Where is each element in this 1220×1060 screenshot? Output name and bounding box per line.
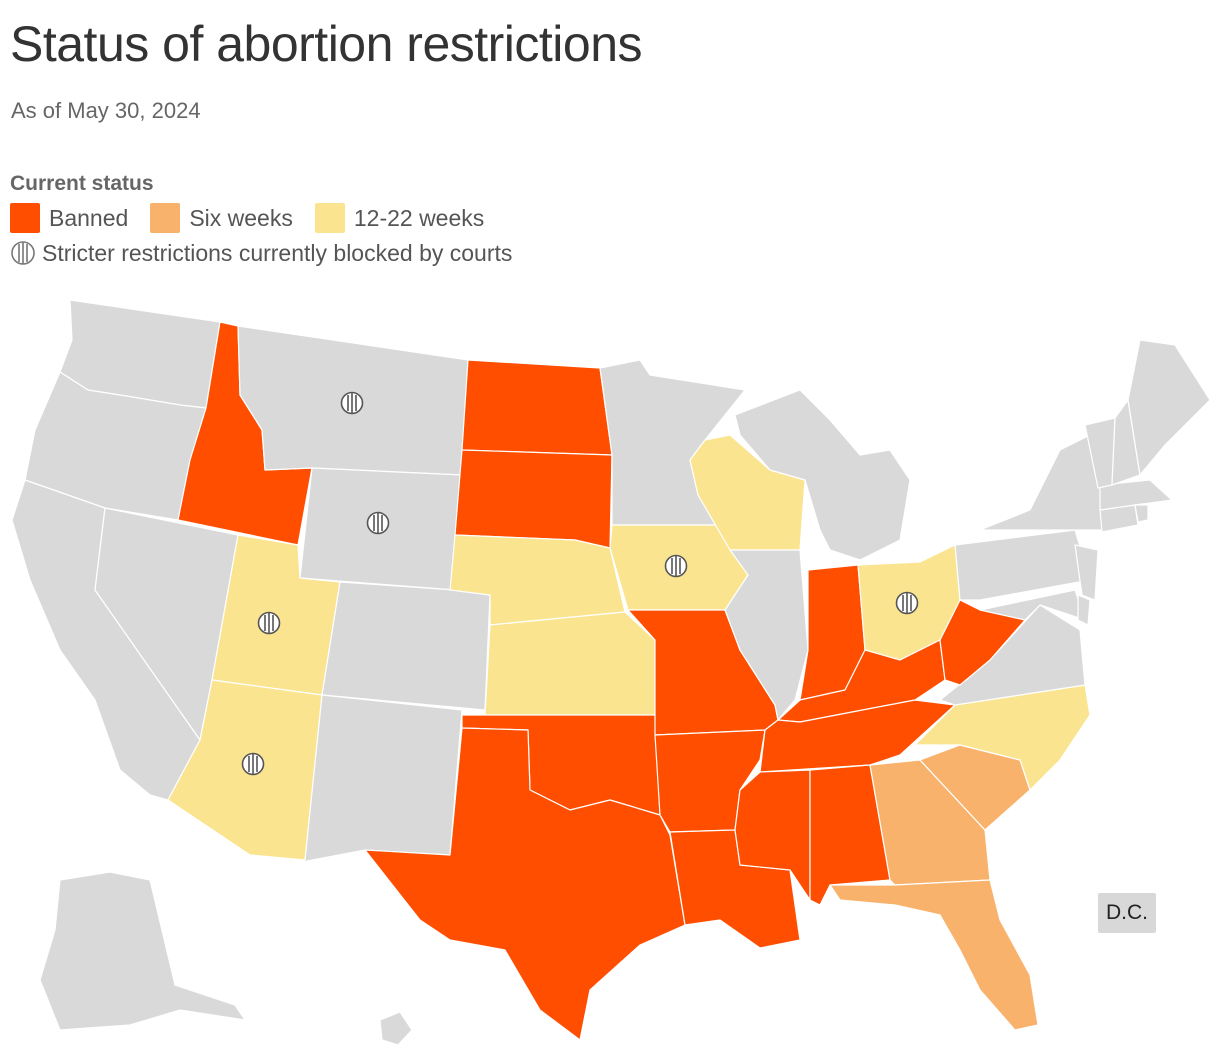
court-blocked-marker-iowa (664, 554, 688, 578)
court-blocked-icon (11, 241, 35, 265)
us-map: D.C. (0, 280, 1220, 1060)
legend-label-banned: Banned (49, 204, 129, 231)
legend-item-six-weeks: Six weeks (150, 203, 293, 233)
state-mississippi (734, 769, 811, 901)
state-new-mexico (301, 694, 463, 863)
page-subtitle: As of May 30, 2024 (11, 98, 201, 123)
legend-swatch-banned (10, 203, 40, 233)
legend-color-row: Banned Six weeks 12-22 weeks (10, 202, 512, 234)
page-title: Status of abortion restrictions (10, 16, 643, 72)
legend-swatch-12-22-weeks (314, 203, 345, 233)
state-maine (1127, 339, 1211, 476)
state-massachusetts (1099, 479, 1173, 511)
state-pennsylvania (954, 529, 1091, 601)
legend-label-six-weeks: Six weeks (189, 204, 293, 231)
legend-item-banned: Banned (10, 203, 128, 233)
court-blocked-marker-utah (257, 611, 281, 635)
state-maryland (979, 589, 1086, 621)
legend: Current status Banned Six weeks 12-22 we… (10, 170, 512, 269)
state-rhode-island (1134, 504, 1149, 523)
state-hawaii (379, 1011, 413, 1046)
legend-item-12-22-weeks: 12-22 weeks (314, 203, 485, 233)
legend-label-blocked: Stricter restrictions currently blocked … (42, 239, 513, 266)
legend-swatch-six-weeks (150, 203, 181, 233)
legend-title: Current status (10, 172, 154, 195)
state-north-dakota (461, 359, 613, 456)
state-delaware (1077, 594, 1091, 626)
court-blocked-marker-montana (340, 391, 364, 415)
us-map-svg (11, 299, 1211, 1046)
court-blocked-marker-arizona (241, 752, 265, 776)
state-new-jersey (1074, 544, 1099, 601)
dc-label: D.C. (1098, 893, 1156, 933)
state-colorado (321, 581, 491, 711)
state-alaska (39, 871, 246, 1031)
state-florida (829, 879, 1039, 1031)
legend-blocked-row: Stricter restrictions currently blocked … (10, 237, 512, 269)
state-tennessee (759, 699, 956, 773)
state-south-dakota (454, 449, 613, 549)
state-kansas (484, 611, 656, 716)
court-blocked-marker-wyoming (366, 511, 390, 535)
state-illinois (724, 549, 809, 721)
court-blocked-marker-ohio (895, 591, 919, 615)
states-layer (11, 299, 1211, 1046)
legend-label-12-22-weeks: 12-22 weeks (353, 204, 485, 231)
state-michigan (734, 389, 911, 561)
state-texas (364, 727, 686, 1041)
